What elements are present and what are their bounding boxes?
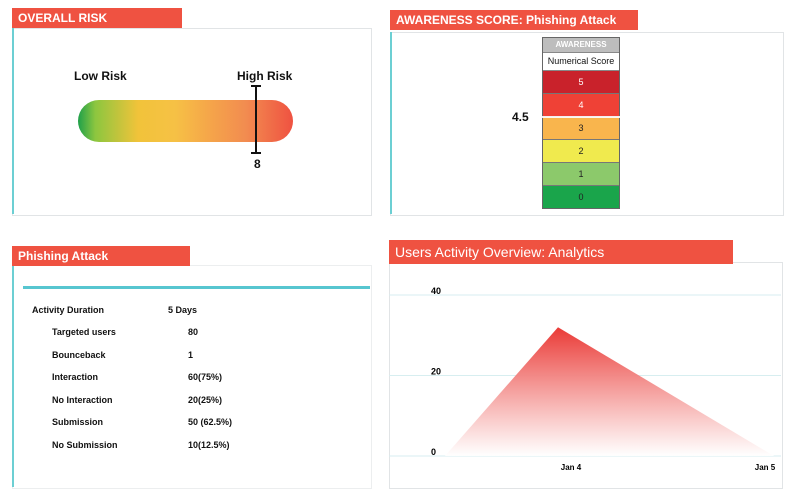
risk-marker-top-cap: [251, 85, 262, 87]
awareness-title: AWARENESS SCORE: Phishing Attack: [390, 10, 638, 30]
phishing-row-label: No Submission: [52, 439, 118, 450]
activity-title: Users Activity Overview: Analytics: [389, 240, 733, 264]
phishing-row-value: 50 (62.5%): [188, 417, 233, 427]
phishing-row-label: Bounceback: [52, 349, 106, 360]
phishing-title: Phishing Attack: [12, 246, 190, 266]
phishing-accent: [12, 265, 14, 487]
overall-risk-title: OVERALL RISK: [12, 8, 182, 28]
risk-level-marker: [255, 86, 258, 154]
phishing-row-value: 10(12.5%): [188, 439, 230, 450]
y-tick-label: 20: [431, 367, 441, 377]
awareness-score-value: 4.5: [512, 110, 529, 124]
awareness-score-indicator: [542, 116, 620, 118]
activity-area-series: [445, 327, 774, 456]
awareness-row-3: 3: [543, 117, 619, 140]
phishing-row-label: No Interaction: [52, 394, 113, 405]
overall-risk-accent: [12, 28, 14, 214]
risk-gradient-bar: [78, 100, 293, 142]
awareness-row-1: 1: [543, 163, 619, 186]
x-tick-label: Jan 5: [755, 463, 776, 472]
awareness-table-header: AWARENESS: [543, 38, 619, 53]
phishing-row-label: Submission: [52, 417, 104, 427]
awareness-row-5: 5: [543, 71, 619, 94]
activity-duration-value: 5 Days: [168, 305, 198, 315]
phishing-row-label: Targeted users: [52, 327, 116, 337]
phishing-panel: [12, 265, 372, 489]
high-risk-label: High Risk: [237, 69, 293, 83]
activity-chart: 0 20 40 Jan 4 Jan 5: [389, 286, 781, 472]
phishing-row-value: 20(25%): [188, 394, 223, 405]
phishing-divider: [23, 286, 370, 289]
phishing-row-label: Interaction: [52, 372, 99, 382]
y-tick-label: 40: [431, 286, 441, 296]
phishing-row-value: 1: [188, 349, 194, 360]
activity-duration-label: Activity Duration: [32, 305, 105, 315]
y-tick-label: 0: [431, 447, 436, 457]
phishing-row-value: 60(75%): [188, 372, 223, 382]
phishing-row-value: 80: [188, 327, 199, 337]
awareness-row-0: 0: [543, 186, 619, 208]
x-tick-label: Jan 4: [561, 463, 582, 472]
awareness-accent: [390, 32, 392, 214]
awareness-row-2: 2: [543, 140, 619, 163]
awareness-row-4: 4: [543, 94, 619, 117]
awareness-table-subheader: Numerical Score: [543, 53, 619, 71]
risk-score-value: 8: [254, 157, 261, 171]
risk-marker-bottom-cap: [251, 152, 262, 154]
low-risk-label: Low Risk: [74, 69, 127, 83]
